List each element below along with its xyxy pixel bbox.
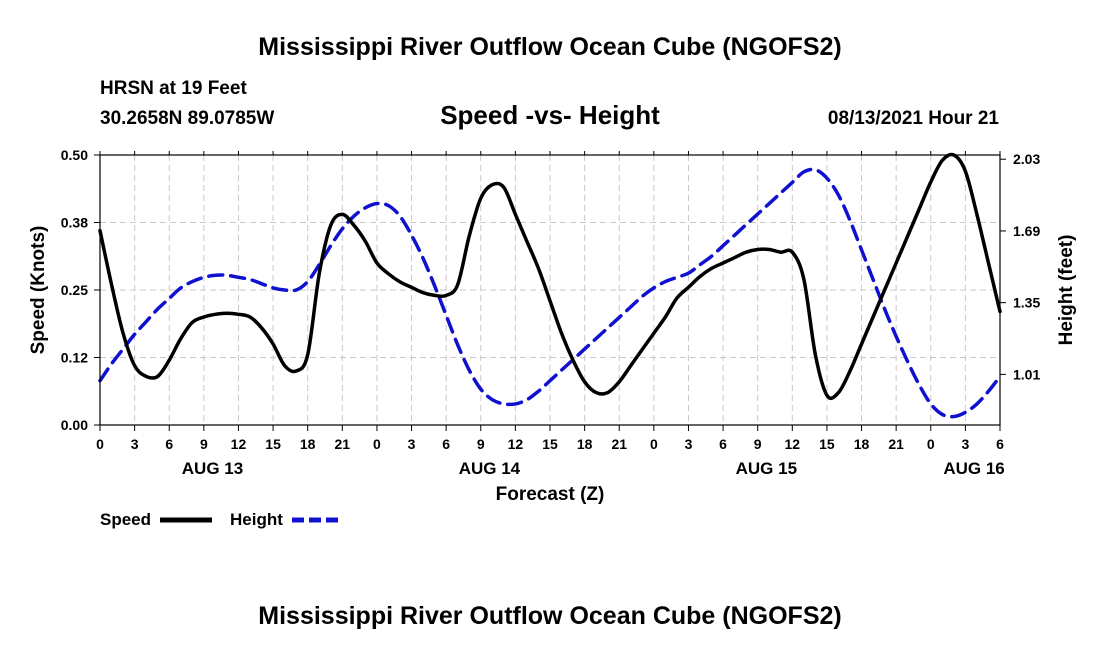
x-tick-label: 0 <box>927 436 935 452</box>
grid-lines <box>100 155 1000 425</box>
x-tick-label: 12 <box>785 436 801 452</box>
y-tick-label: 0.12 <box>61 350 88 366</box>
x-tick-label: 12 <box>508 436 524 452</box>
x-date-label: AUG 16 <box>943 459 1004 478</box>
x-tick-label: 0 <box>650 436 658 452</box>
x-tick-label: 6 <box>165 436 173 452</box>
y-tick-label: 0.00 <box>61 417 88 433</box>
x-tick-label: 6 <box>996 436 1004 452</box>
y2-tick-label: 1.35 <box>1013 295 1040 311</box>
x-tick-label: 0 <box>96 436 104 452</box>
x-tick-label: 6 <box>442 436 450 452</box>
y-tick-label: 0.25 <box>61 282 88 298</box>
x-tick-label: 15 <box>542 436 558 452</box>
x-date-label: AUG 13 <box>182 459 243 478</box>
x-tick-label: 18 <box>854 436 870 452</box>
x-tick-label: 21 <box>611 436 627 452</box>
y-axis-title: Speed (Knots) <box>28 226 49 355</box>
forecast-datetime: 08/13/2021 Hour 21 <box>828 108 1000 129</box>
axes: 0 3 6 9 12 15 18 21 0 3 6 9 12 15 18 21 0 3 6 9 12 15 18 21 0 3 6 0… <box>61 147 1041 478</box>
x-date-label: AUG 15 <box>736 459 797 478</box>
x-tick-label: 18 <box>577 436 593 452</box>
x-tick-label: 21 <box>335 436 351 452</box>
x-tick-label: 9 <box>200 436 208 452</box>
chart-subtitle: Speed -vs- Height <box>440 100 660 130</box>
y2-axis-title: Height (feet) <box>1056 235 1077 346</box>
y2-tick-label: 1.01 <box>1013 366 1040 382</box>
x-tick-label: 9 <box>477 436 485 452</box>
legend-height-label: Height <box>230 510 283 529</box>
y2-tick-label: 1.69 <box>1013 223 1040 239</box>
x-tick-label: 12 <box>231 436 247 452</box>
chart-title-top: Mississippi River Outflow Ocean Cube (NG… <box>258 33 841 61</box>
x-date-label: AUG 14 <box>459 459 521 478</box>
chart-title-bottom: Mississippi River Outflow Ocean Cube (NG… <box>258 602 841 630</box>
y2-tick-label: 2.03 <box>1013 151 1040 167</box>
legend-speed-label: Speed <box>100 510 151 529</box>
x-tick-label: 6 <box>719 436 727 452</box>
station-label: HRSN at 19 Feet <box>100 78 247 99</box>
location-label: 30.2658N 89.0785W <box>100 108 274 129</box>
x-axis-title: Forecast (Z) <box>496 484 605 505</box>
x-tick-label: 3 <box>131 436 139 452</box>
y-tick-label: 0.38 <box>61 215 88 231</box>
x-tick-label: 21 <box>888 436 904 452</box>
x-tick-label: 3 <box>961 436 969 452</box>
x-tick-label: 3 <box>685 436 693 452</box>
x-tick-label: 0 <box>373 436 381 452</box>
x-tick-label: 15 <box>819 436 835 452</box>
x-tick-label: 3 <box>408 436 416 452</box>
x-tick-label: 18 <box>300 436 316 452</box>
y-tick-label: 0.50 <box>61 147 88 163</box>
x-tick-label: 15 <box>265 436 281 452</box>
x-tick-label: 9 <box>754 436 762 452</box>
